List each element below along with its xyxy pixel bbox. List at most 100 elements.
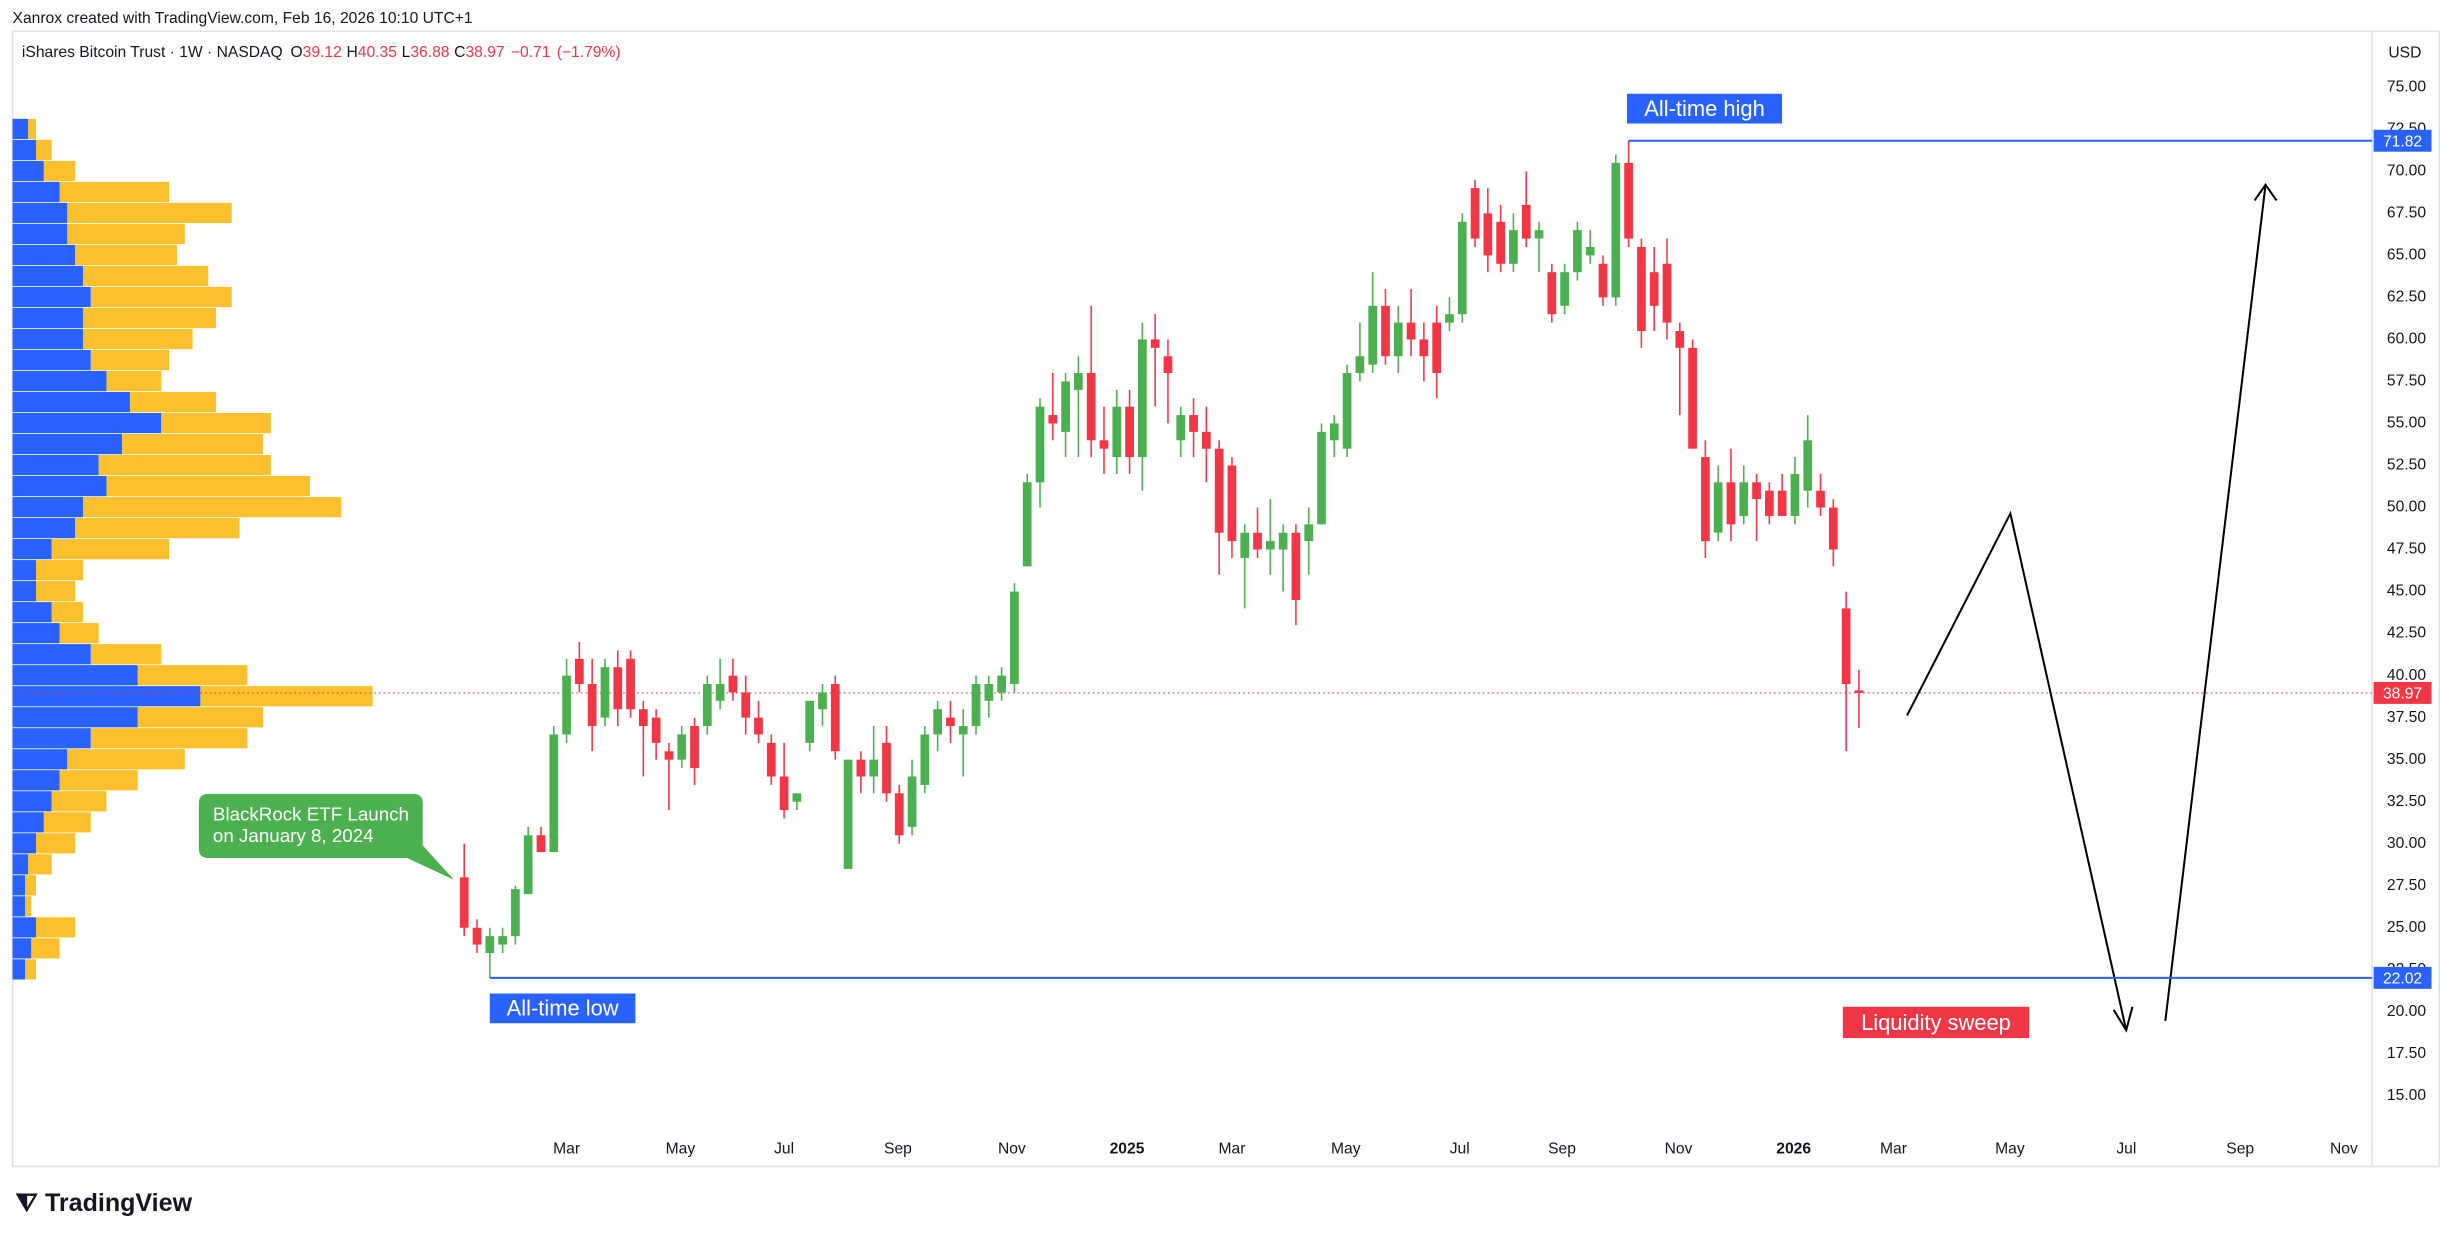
candle-body — [933, 709, 942, 735]
candle-body — [1240, 532, 1250, 558]
candle-body — [1649, 272, 1659, 306]
volume-up — [12, 307, 83, 329]
y-tick-label: 75.00 — [2387, 78, 2426, 95]
candle-body — [1291, 532, 1301, 600]
atl-price-label: 22.02 — [2383, 971, 2422, 988]
volume-down — [67, 749, 185, 770]
callout-text: BlackRock ETF Launch — [213, 804, 409, 825]
volume-down — [90, 644, 162, 665]
y-tick-label: 50.00 — [2387, 499, 2426, 516]
atl-label: All-time low — [507, 996, 619, 1021]
candle-body — [1752, 482, 1761, 500]
x-tick-label: 2025 — [1110, 1140, 1145, 1157]
volume-up — [12, 223, 68, 245]
x-tick-label: Mar — [553, 1140, 580, 1157]
volume-down — [161, 412, 271, 434]
candle-body — [779, 776, 789, 811]
candle-body — [997, 675, 1006, 693]
candle-body — [856, 759, 866, 777]
candle-body — [1828, 507, 1838, 550]
candle-body — [1150, 339, 1160, 348]
candle-body — [1125, 406, 1134, 458]
volume-down — [36, 560, 83, 581]
volume-up — [12, 244, 76, 266]
candle-body — [1675, 331, 1685, 348]
y-tick-label: 15.00 — [2387, 1087, 2426, 1104]
volume-up — [12, 265, 83, 287]
candle-body — [472, 927, 482, 945]
volume-up — [12, 812, 44, 833]
x-tick-label: Jul — [774, 1140, 794, 1157]
volume-down — [200, 686, 373, 707]
change: −0.71 — [511, 44, 551, 61]
l: L — [402, 44, 411, 61]
candle-body — [1342, 373, 1352, 449]
y-tick-label: 67.50 — [2387, 204, 2426, 221]
logo-text: TradingView — [45, 1189, 193, 1217]
legend: iShares Bitcoin Trust · 1W · NASDAQ O39.1… — [22, 44, 621, 61]
candle-body — [1803, 440, 1813, 491]
candle-body — [946, 717, 955, 727]
candle-body — [894, 793, 904, 836]
y-tick-label: 40.00 — [2387, 667, 2426, 684]
projection — [1906, 182, 2278, 1033]
volume-down — [36, 581, 76, 602]
candle-body — [523, 835, 533, 895]
candle-body — [498, 936, 507, 945]
candle-body — [1048, 415, 1058, 424]
volume-up — [12, 749, 68, 770]
volume-up — [12, 433, 123, 455]
volume-up — [12, 938, 32, 959]
symbol: iShares Bitcoin Trust · 1W · NASDAQ — [22, 44, 283, 61]
low: 36.88 — [410, 44, 449, 61]
candle-body — [587, 684, 597, 727]
volume-down — [75, 244, 177, 266]
candle-body — [971, 684, 981, 727]
candle-body — [1534, 230, 1544, 239]
candle-body — [1777, 490, 1787, 516]
candle-body — [1764, 490, 1774, 516]
atl-price-label-box — [2373, 966, 2432, 989]
candle-body — [792, 793, 802, 802]
candle-body — [1611, 162, 1621, 298]
candle-body — [459, 877, 469, 928]
candle-body — [1189, 415, 1198, 432]
candle-body — [1419, 339, 1429, 357]
volume-down — [36, 917, 76, 938]
candle-body — [1457, 221, 1467, 315]
x-tick-label: Nov — [2330, 1140, 2358, 1157]
candle-body — [511, 889, 520, 937]
y-tick-label: 60.00 — [2387, 331, 2426, 348]
candle-body — [818, 692, 827, 710]
volume-down — [25, 896, 32, 917]
y-tick-label: 45.00 — [2387, 583, 2426, 600]
candle-body — [600, 667, 610, 718]
candle-body — [984, 684, 994, 701]
volume-down — [51, 539, 170, 560]
volume-down — [106, 476, 311, 497]
volume-down — [25, 959, 37, 980]
x-tick-label: Sep — [1548, 1140, 1576, 1157]
candle-body — [613, 667, 623, 710]
volume-up — [12, 497, 83, 518]
volume-up — [12, 202, 68, 224]
volume-down — [82, 328, 193, 350]
volume-up — [12, 896, 26, 917]
candle-body — [1739, 482, 1749, 516]
candle-body — [1841, 608, 1851, 685]
ath-label-box — [1627, 93, 1783, 124]
volume-up — [12, 728, 91, 749]
x-tick-label: Mar — [1218, 1140, 1245, 1157]
volume-down — [122, 433, 264, 455]
volume-up — [12, 665, 138, 686]
volume-down — [137, 665, 248, 686]
volume-down — [129, 391, 217, 413]
candle-body — [1112, 406, 1122, 458]
candle-body — [1278, 532, 1288, 550]
candle-body — [638, 709, 648, 727]
volume-up — [12, 412, 162, 434]
ath-label: All-time high — [1644, 96, 1765, 121]
candle-body — [1521, 204, 1531, 239]
volume-up — [12, 644, 91, 665]
